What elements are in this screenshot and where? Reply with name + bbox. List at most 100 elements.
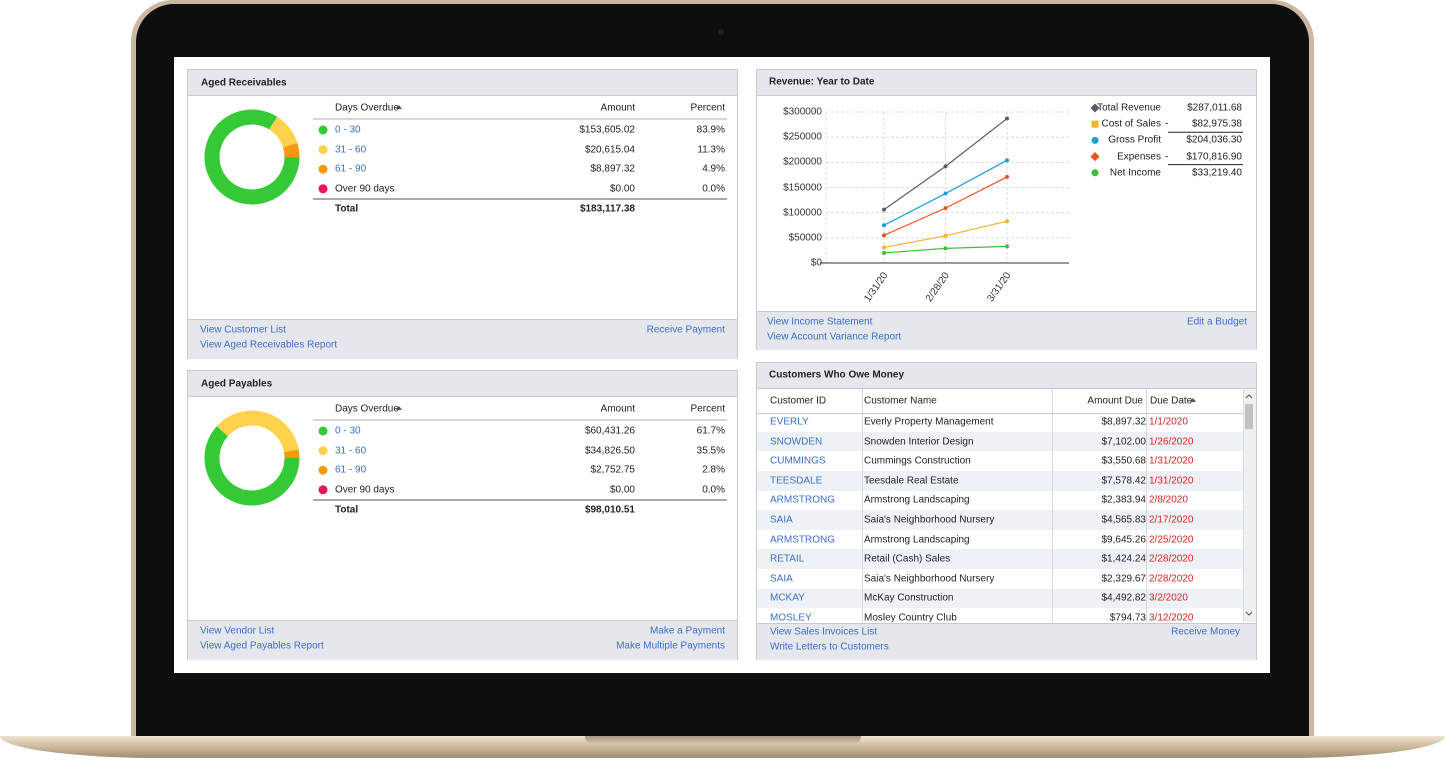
y-tick-label: $100000 bbox=[783, 207, 822, 219]
table-cell[interactable]: MOSLEY bbox=[770, 612, 812, 623]
percent: 35.5% bbox=[696, 445, 725, 457]
aging-bucket[interactable]: 31 - 60 bbox=[335, 445, 367, 457]
table-cell: $794.73 bbox=[1109, 612, 1146, 623]
table-cell: $4,565.83 bbox=[1101, 514, 1147, 526]
table-cell: 1/31/2020 bbox=[1149, 475, 1194, 487]
legend-total: $287,011.68 bbox=[1187, 102, 1242, 114]
aging-bucket[interactable]: 0 - 30 bbox=[335, 425, 361, 437]
total-label: Total bbox=[335, 504, 359, 516]
aging-bucket[interactable]: 31 - 60 bbox=[335, 144, 367, 156]
aging-bucket[interactable]: 61 - 90 bbox=[335, 163, 367, 175]
percent: 61.7% bbox=[696, 425, 725, 437]
legend-total: $33,219.40 bbox=[1191, 167, 1242, 179]
y-tick-label: $150000 bbox=[783, 182, 822, 193]
footer-link[interactable]: View Aged Payables Report bbox=[200, 640, 324, 652]
table-cell: Teesdale Real Estate bbox=[864, 475, 959, 487]
amount: $0.00 bbox=[609, 484, 635, 496]
percent: 2.8% bbox=[702, 464, 725, 476]
table-cell: $3,550.68 bbox=[1101, 455, 1147, 467]
table-cell: Retail (Cash) Sales bbox=[864, 553, 951, 565]
footer-link[interactable]: Receive Money bbox=[1171, 626, 1240, 638]
panel bbox=[187, 370, 738, 660]
footer-link[interactable]: Make Multiple Payments bbox=[616, 640, 725, 651]
table-cell[interactable]: EVERLY bbox=[770, 416, 809, 428]
table-cell: $4,492.82 bbox=[1101, 592, 1147, 604]
total-amount: $98,010.51 bbox=[584, 504, 635, 516]
table-cell[interactable]: SAIA bbox=[770, 514, 793, 526]
column-header: Percent bbox=[690, 403, 725, 415]
panel-header bbox=[757, 363, 1256, 389]
panel-title: Aged Payables bbox=[201, 378, 273, 390]
legend-name: Net Income bbox=[1109, 167, 1161, 179]
footer-link[interactable]: Make a Payment bbox=[649, 625, 725, 637]
laptop-notch bbox=[585, 736, 861, 744]
y-tick-label: $200000 bbox=[783, 156, 822, 168]
footer-link[interactable]: Receive Payment bbox=[646, 324, 725, 336]
chart-title: Revenue: Year to Date bbox=[769, 76, 875, 88]
table-cell: 1/31/2020 bbox=[1149, 455, 1194, 467]
percent: 83.9% bbox=[696, 124, 725, 136]
table-cell: 2/28/2020 bbox=[1149, 573, 1194, 585]
y-tick-label: $50000 bbox=[788, 232, 822, 244]
table-cell: 2/28/2020 bbox=[1149, 553, 1194, 565]
panel-title: Customers Who Owe Money bbox=[769, 369, 905, 381]
percent: 0.0% bbox=[702, 484, 725, 496]
legend-name: Cost of Sales bbox=[1101, 118, 1161, 130]
table-cell[interactable]: ARMSTRONG bbox=[770, 494, 835, 506]
amount: $2,752.75 bbox=[590, 464, 636, 476]
column-divider bbox=[1146, 389, 1147, 622]
table-cell: Armstrong Landscaping bbox=[864, 534, 970, 546]
aging-bucket[interactable]: 61 - 90 bbox=[335, 464, 367, 476]
panel-title: Aged Receivables bbox=[201, 77, 287, 89]
footer-link[interactable]: View Sales Invoices List bbox=[770, 626, 878, 638]
footer-link[interactable]: View Aged Receivables Report bbox=[200, 339, 338, 351]
column-divider bbox=[862, 389, 863, 622]
panel-footer bbox=[757, 311, 1256, 350]
table-cell[interactable]: TEESDALE bbox=[770, 475, 823, 487]
total-label: Total bbox=[335, 203, 359, 215]
aging-bucket[interactable]: 0 - 30 bbox=[335, 124, 361, 136]
table-cell[interactable]: RETAIL bbox=[770, 553, 805, 565]
laptop-base bbox=[0, 736, 1445, 758]
column-header: Days Overdue bbox=[335, 102, 399, 114]
footer-link[interactable]: View Account Variance Report bbox=[767, 331, 902, 343]
amount: $60,431.26 bbox=[584, 425, 635, 437]
table-cell[interactable]: SNOWDEN bbox=[770, 436, 823, 448]
panel-header bbox=[757, 70, 1256, 96]
table-cell[interactable]: ARMSTRONG bbox=[770, 534, 835, 546]
footer-link[interactable]: View Vendor List bbox=[200, 625, 275, 637]
table-cell: Mosley Country Club bbox=[864, 612, 957, 623]
table-cell: $9,645.26 bbox=[1101, 534, 1147, 546]
amount: $20,615.04 bbox=[584, 144, 635, 156]
footer-link[interactable]: Edit a Budget bbox=[1186, 316, 1247, 328]
panel-footer bbox=[188, 319, 737, 359]
footer-link[interactable]: View Customer List bbox=[200, 324, 286, 336]
panel-header bbox=[188, 371, 737, 397]
table-cell: Armstrong Landscaping bbox=[864, 494, 970, 506]
table-cell: $8,897.32 bbox=[1101, 416, 1147, 428]
camera bbox=[718, 29, 724, 35]
amount: $0.00 bbox=[609, 183, 635, 195]
table-cell: McKay Construction bbox=[864, 592, 954, 604]
panel-header bbox=[188, 70, 737, 96]
table-cell: $2,329.67 bbox=[1101, 573, 1147, 585]
panel-footer bbox=[188, 620, 737, 660]
aging-bucket: Over 90 days bbox=[335, 183, 395, 195]
row-stripe bbox=[757, 510, 1243, 530]
table-cell[interactable]: CUMMINGS bbox=[770, 455, 826, 467]
footer-link[interactable]: Write Letters to Customers bbox=[770, 641, 889, 653]
table-cell: 2/25/2020 bbox=[1149, 534, 1194, 546]
table-cell[interactable]: SAIA bbox=[770, 573, 793, 585]
column-header: Amount bbox=[600, 102, 635, 114]
y-tick-label: $250000 bbox=[783, 131, 822, 143]
panel-footer bbox=[757, 623, 1256, 660]
row-stripe bbox=[757, 471, 1243, 491]
table-cell: $2,383.94 bbox=[1101, 494, 1147, 506]
table-cell[interactable]: MCKAY bbox=[770, 592, 805, 604]
amount: $34,826.50 bbox=[584, 445, 635, 457]
table-cell: 3/12/2020 bbox=[1149, 612, 1194, 623]
footer-link[interactable]: View Income Statement bbox=[767, 316, 873, 328]
legend-total: $82,975.38 bbox=[1191, 118, 1242, 130]
table-cell: Saia's Neighborhood Nursery bbox=[864, 514, 995, 526]
